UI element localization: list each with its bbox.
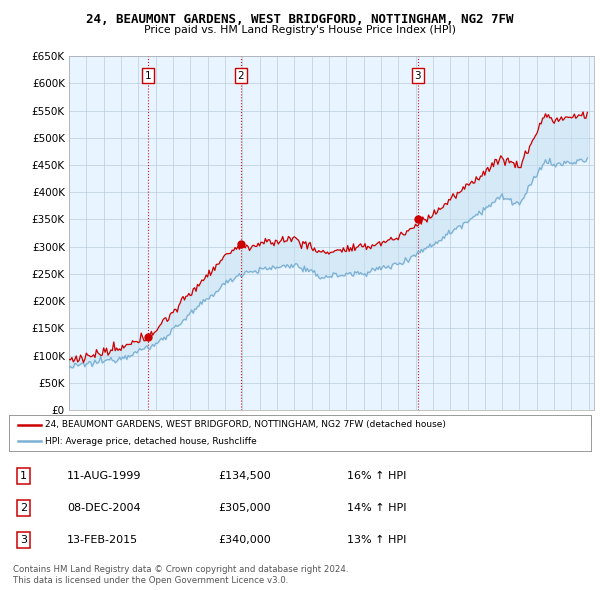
- Text: 13% ↑ HPI: 13% ↑ HPI: [347, 535, 406, 545]
- Text: 16% ↑ HPI: 16% ↑ HPI: [347, 471, 406, 481]
- Text: 08-DEC-2004: 08-DEC-2004: [67, 503, 141, 513]
- Text: 3: 3: [20, 535, 27, 545]
- Text: 11-AUG-1999: 11-AUG-1999: [67, 471, 142, 481]
- Text: 2: 2: [238, 71, 244, 80]
- Text: 14% ↑ HPI: 14% ↑ HPI: [347, 503, 406, 513]
- Text: Price paid vs. HM Land Registry's House Price Index (HPI): Price paid vs. HM Land Registry's House …: [144, 25, 456, 35]
- Text: HPI: Average price, detached house, Rushcliffe: HPI: Average price, detached house, Rush…: [45, 437, 257, 446]
- Text: Contains HM Land Registry data © Crown copyright and database right 2024.
This d: Contains HM Land Registry data © Crown c…: [13, 565, 349, 585]
- Text: 2: 2: [20, 503, 27, 513]
- Text: £305,000: £305,000: [218, 503, 271, 513]
- Text: £134,500: £134,500: [218, 471, 271, 481]
- Text: 1: 1: [145, 71, 152, 80]
- Text: £340,000: £340,000: [218, 535, 271, 545]
- Text: 24, BEAUMONT GARDENS, WEST BRIDGFORD, NOTTINGHAM, NG2 7FW: 24, BEAUMONT GARDENS, WEST BRIDGFORD, NO…: [86, 13, 514, 26]
- Text: 13-FEB-2015: 13-FEB-2015: [67, 535, 139, 545]
- Text: 24, BEAUMONT GARDENS, WEST BRIDGFORD, NOTTINGHAM, NG2 7FW (detached house): 24, BEAUMONT GARDENS, WEST BRIDGFORD, NO…: [45, 420, 446, 429]
- Text: 3: 3: [415, 71, 421, 80]
- Text: 1: 1: [20, 471, 27, 481]
